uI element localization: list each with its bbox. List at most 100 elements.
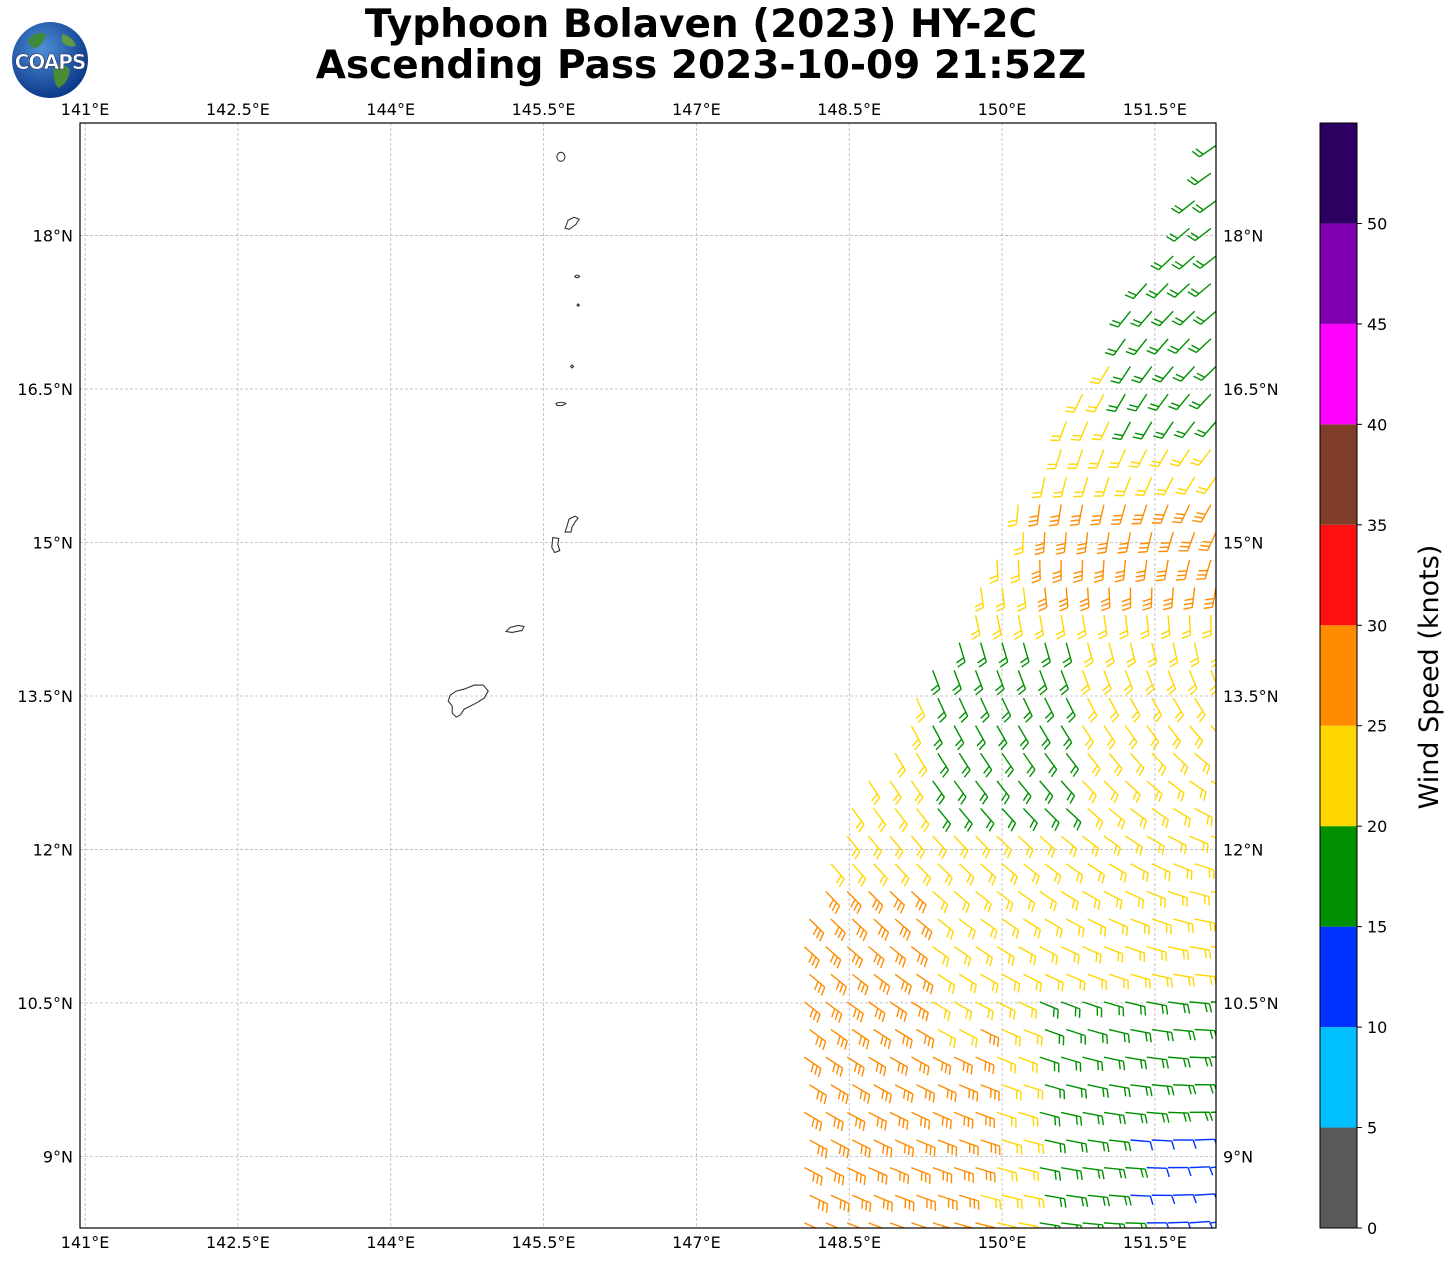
wind-barb-feather <box>816 1014 821 1023</box>
wind-barb <box>1196 393 1212 410</box>
wind-barb-feather <box>1073 818 1079 828</box>
wind-barb-feather <box>1206 843 1209 853</box>
wind-barb-feather <box>999 661 1009 668</box>
wind-barb-feather <box>834 926 840 936</box>
colorbar-bin <box>1320 1127 1357 1228</box>
wind-barb-feather <box>990 927 995 937</box>
wind-barb <box>1215 919 1216 920</box>
wind-barb-feather <box>952 684 961 692</box>
wind-barb-feather <box>1217 737 1221 745</box>
wind-barb-feather <box>970 1065 973 1075</box>
wind-barb <box>1060 780 1076 797</box>
wind-barb-feather <box>831 1008 836 1018</box>
wind-barb <box>1036 504 1041 525</box>
wind-barb <box>1146 725 1160 743</box>
colorbar-bin <box>1320 826 1357 927</box>
wind-barb-feather <box>929 1145 932 1155</box>
wind-barb <box>1017 670 1027 690</box>
wind-barb <box>825 890 841 907</box>
wind-barb-feather <box>1191 344 1200 351</box>
wind-barb-feather <box>1035 634 1044 640</box>
wind-barb <box>1130 1084 1151 1089</box>
wind-barb <box>915 863 932 879</box>
wind-barb-feather <box>926 1066 930 1076</box>
wind-barb-feather <box>1163 606 1173 611</box>
wind-barb-feather <box>944 1064 948 1074</box>
wind-barb-feather <box>1236 975 1238 984</box>
wind-barb-feather <box>953 1038 957 1049</box>
wind-barb <box>846 1222 862 1228</box>
wind-barb <box>996 946 1015 958</box>
wind-barb-feather <box>1196 710 1204 719</box>
wind-barb-feather <box>958 711 967 719</box>
wind-barb <box>1210 835 1216 839</box>
wind-barb <box>1157 449 1169 468</box>
wind-barb <box>980 808 995 825</box>
wind-barb-feather <box>1040 1036 1043 1046</box>
wind-barb <box>1173 918 1193 925</box>
wind-barb-feather <box>948 1066 952 1076</box>
wind-barb-feather <box>1193 375 1202 382</box>
wind-barb-feather <box>925 1144 928 1154</box>
wind-barb-feather <box>1016 684 1025 692</box>
wind-barb-feather <box>1107 348 1117 353</box>
wind-barb-feather <box>1080 1225 1083 1228</box>
wind-barb <box>1022 642 1030 663</box>
wind-barb-feather <box>921 1010 926 1020</box>
wind-barb-feather <box>1170 402 1180 407</box>
wind-barb-feather <box>992 634 1002 640</box>
wind-barb-feather <box>1025 795 1032 805</box>
wind-barb <box>996 1001 1016 1012</box>
wind-barb-feather <box>1192 1085 1197 1095</box>
wind-barb-feather <box>1123 1033 1126 1043</box>
wind-barb-feather <box>943 1009 947 1019</box>
wind-barb-feather <box>818 1038 823 1048</box>
wind-barb <box>1151 863 1171 873</box>
wind-barb <box>1184 559 1191 580</box>
wind-barb-feather <box>1101 1170 1105 1180</box>
wind-barb-feather <box>1095 952 1098 962</box>
wind-barb <box>1125 1222 1146 1225</box>
wind-barb <box>809 1194 828 1205</box>
wind-barb <box>1194 227 1212 242</box>
wind-barb-feather <box>929 985 934 995</box>
wind-barb-feather <box>1130 461 1140 465</box>
wind-barb-feather <box>1140 542 1150 545</box>
wind-barb <box>1060 615 1066 635</box>
wind-barb <box>1166 532 1174 552</box>
wind-barb <box>996 1111 1017 1120</box>
lat-tick-label-left: 18°N <box>33 227 73 246</box>
wind-barb-feather <box>1213 922 1216 932</box>
wind-barb-feather <box>1079 598 1089 603</box>
wind-barb-feather <box>1134 493 1144 497</box>
wind-barb-feather <box>882 878 888 887</box>
wind-barb <box>1022 752 1036 771</box>
wind-barb-feather <box>1070 438 1080 441</box>
wind-barb <box>1189 780 1207 793</box>
wind-barb <box>1151 1028 1172 1034</box>
wind-barb-feather <box>847 1203 850 1213</box>
wind-barb <box>889 890 905 906</box>
wind-barb-feather <box>859 1174 863 1184</box>
wind-barb-feather <box>871 793 878 802</box>
wind-barb <box>975 1166 995 1175</box>
wind-barb <box>1039 946 1058 957</box>
wind-barb <box>1081 725 1094 743</box>
wind-barb-feather <box>814 1065 818 1075</box>
wind-barb-feather <box>1080 606 1090 612</box>
wind-barb-feather <box>1055 547 1066 551</box>
wind-barb <box>1194 918 1215 924</box>
wind-barb-feather <box>907 985 912 995</box>
wind-barb-feather <box>875 1062 879 1072</box>
wind-barb-feather <box>1236 1084 1239 1092</box>
wind-barb-feather <box>839 983 844 993</box>
wind-barb-feather <box>1118 546 1128 550</box>
wind-barb <box>910 1001 929 1014</box>
wind-barb <box>975 946 993 959</box>
wind-barb <box>809 1084 827 1097</box>
wind-barb-feather <box>860 983 866 993</box>
wind-barb-feather <box>1027 900 1032 910</box>
wind-barb-feather <box>1128 1088 1131 1098</box>
wind-barb-feather <box>880 959 885 969</box>
wind-barb-feather <box>995 602 1005 608</box>
